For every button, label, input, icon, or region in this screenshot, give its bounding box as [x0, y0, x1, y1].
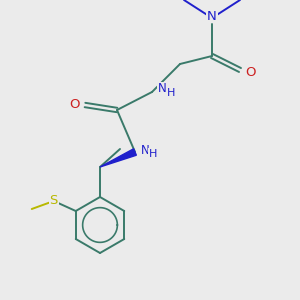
Text: O: O: [245, 65, 255, 79]
Text: H: H: [149, 149, 158, 159]
Text: N: N: [141, 143, 150, 157]
Text: H: H: [167, 88, 176, 98]
Text: N: N: [158, 82, 167, 95]
Text: O: O: [70, 98, 80, 110]
Text: N: N: [207, 10, 217, 22]
Text: S: S: [50, 194, 58, 208]
Polygon shape: [100, 149, 136, 167]
